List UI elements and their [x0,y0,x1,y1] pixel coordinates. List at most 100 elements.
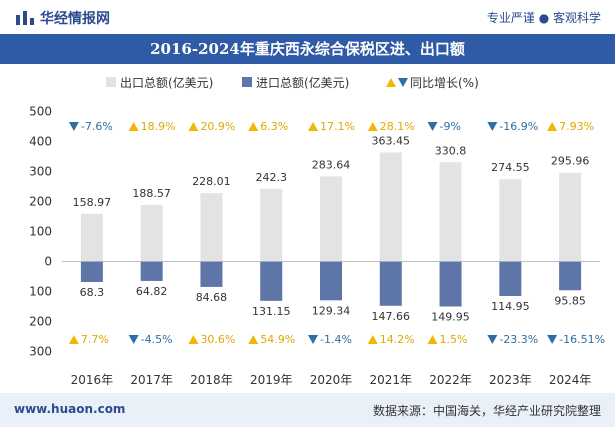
import-bar [140,261,163,281]
export-growth-up-arrow-icon [128,122,139,131]
title-bar [0,34,615,64]
y-tick-label: 400 [29,135,52,149]
export-bar [200,193,223,262]
brand-name: 华经情报网 [40,11,110,27]
export-bar [140,204,163,262]
export-growth-up-arrow-icon [248,122,259,131]
import-value-label: 95.85 [554,294,586,307]
import-growth-label: -4.5% [141,333,173,346]
export-bar [499,179,522,262]
brand-slogan: 专业严谨 ● 客观科学 [486,11,601,25]
import-value-label: 68.3 [80,286,105,299]
import-growth-label: -23.3% [499,333,538,346]
export-value-label: 158.97 [73,196,112,209]
chart-title: 2016-2024年重庆西永综合保税区进、出口额 [150,40,465,58]
import-growth-label: 7.7% [81,333,109,346]
import-bar [439,261,462,307]
export-growth-label: 17.1% [320,120,355,133]
x-tick-label: 2023年 [489,373,532,387]
import-growth-down-arrow-icon [308,335,318,344]
legend-export-swatch [106,77,116,87]
import-growth-label: 1.5% [440,333,468,346]
y-tick-label: 200 [29,315,52,329]
import-growth-label: -16.51% [559,333,605,346]
export-growth-label: -9% [440,120,461,133]
export-value-label: 295.96 [551,155,590,168]
legend-export-label: 出口总额(亿美元) [120,75,213,90]
export-growth-label: -16.9% [499,120,538,133]
export-bar [559,172,582,262]
export-growth-down-arrow-icon [487,122,498,131]
import-bar [200,261,223,287]
export-value-label: 188.57 [132,187,171,200]
x-tick-label: 2018年 [190,373,233,387]
import-growth-down-arrow-icon [487,335,498,344]
import-growth-label: 30.6% [200,333,235,346]
top-bar [0,0,615,34]
y-tick-label: 200 [29,195,52,209]
export-bar [439,162,462,262]
import-growth-label: 14.2% [380,333,415,346]
export-growth-label: 18.9% [141,120,176,133]
export-bar [260,188,283,262]
import-value-label: 131.15 [252,305,291,318]
brand-logo-icon [16,11,34,25]
export-value-label: 363.45 [372,134,411,147]
export-growth-label: 7.93% [559,120,594,133]
export-growth-label: 28.1% [380,120,415,133]
import-value-label: 64.82 [136,285,168,298]
y-tick-label: 0 [44,255,52,269]
data-source: 数据来源：中国海关，华经产业研究院整理 [372,404,601,418]
import-growth-up-arrow-icon [427,335,438,344]
export-value-label: 283.64 [312,158,351,171]
import-value-label: 84.68 [196,291,228,304]
import-growth-down-arrow-icon [547,335,558,344]
import-growth-down-arrow-icon [128,335,139,344]
footer-bar [0,393,615,427]
import-growth-up-arrow-icon [188,335,199,344]
legend-down-arrow-icon [398,78,408,87]
import-growth-up-arrow-icon [367,335,378,344]
export-value-label: 330.8 [435,144,467,157]
y-tick-label: 100 [29,225,52,239]
import-bar [320,261,342,301]
x-tick-label: 2020年 [310,373,353,387]
export-value-label: 242.3 [255,171,287,184]
export-growth-up-arrow-icon [367,122,378,131]
chart: 出口总额(亿美元) 进口总额(亿美元) 同比增长(%) 500 400 300 200 100… [29,75,605,387]
legend-up-arrow-icon [386,78,396,87]
legend-growth-label: 同比增长(%) [410,76,479,90]
export-value-label: 228.01 [192,175,231,188]
footer-url: www.huaon.com [14,402,126,416]
import-bar [559,261,582,291]
x-tick-label: 2019年 [250,373,293,387]
import-value-label: 149.95 [431,310,470,323]
x-tick-label: 2024年 [549,373,592,387]
x-tick-label: 2017年 [130,373,173,387]
import-growth-label: 54.9% [260,333,295,346]
export-growth-label: -7.6% [81,120,113,133]
export-growth-label: 20.9% [200,120,235,133]
export-growth-up-arrow-icon [188,122,199,131]
y-tick-label: 100 [29,285,52,299]
x-tick-label: 2021年 [370,373,413,387]
export-bar [379,152,402,262]
export-value-label: 274.55 [491,161,530,174]
import-bar [80,261,103,282]
export-growth-up-arrow-icon [308,122,318,131]
import-bar [379,261,402,306]
export-bar [320,176,342,262]
x-tick-label: 2022年 [429,373,472,387]
import-bar [499,261,522,296]
export-growth-down-arrow-icon [68,122,79,131]
export-growth-label: 6.3% [260,120,288,133]
export-growth-up-arrow-icon [547,122,558,131]
y-tick-label: 300 [29,345,52,359]
legend-import-label: 进口总额(亿美元) [256,75,349,90]
import-value-label: 147.66 [372,310,411,323]
export-growth-down-arrow-icon [427,122,438,131]
y-tick-label: 500 [29,105,52,119]
import-value-label: 114.95 [491,300,530,313]
y-tick-label: 300 [29,165,52,179]
legend-import-swatch [242,77,252,87]
